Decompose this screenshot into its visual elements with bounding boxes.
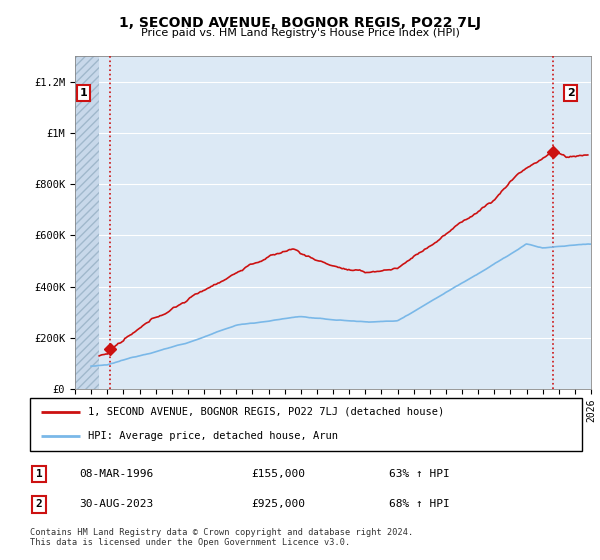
Text: 1, SECOND AVENUE, BOGNOR REGIS, PO22 7LJ: 1, SECOND AVENUE, BOGNOR REGIS, PO22 7LJ — [119, 16, 481, 30]
Text: 08-MAR-1996: 08-MAR-1996 — [80, 469, 154, 479]
Text: HPI: Average price, detached house, Arun: HPI: Average price, detached house, Arun — [88, 431, 338, 441]
Text: Price paid vs. HM Land Registry's House Price Index (HPI): Price paid vs. HM Land Registry's House … — [140, 28, 460, 38]
Text: 30-AUG-2023: 30-AUG-2023 — [80, 500, 154, 509]
Text: 2: 2 — [567, 88, 575, 98]
Text: £925,000: £925,000 — [251, 500, 305, 509]
Text: 1, SECOND AVENUE, BOGNOR REGIS, PO22 7LJ (detached house): 1, SECOND AVENUE, BOGNOR REGIS, PO22 7LJ… — [88, 407, 444, 417]
FancyBboxPatch shape — [30, 398, 582, 451]
Text: £155,000: £155,000 — [251, 469, 305, 479]
Text: 2: 2 — [35, 500, 42, 509]
Text: 68% ↑ HPI: 68% ↑ HPI — [389, 500, 449, 509]
Text: Contains HM Land Registry data © Crown copyright and database right 2024.
This d: Contains HM Land Registry data © Crown c… — [30, 528, 413, 547]
Text: 1: 1 — [35, 469, 42, 479]
Text: 1: 1 — [80, 88, 88, 98]
Bar — [75, 56, 99, 389]
Text: 63% ↑ HPI: 63% ↑ HPI — [389, 469, 449, 479]
